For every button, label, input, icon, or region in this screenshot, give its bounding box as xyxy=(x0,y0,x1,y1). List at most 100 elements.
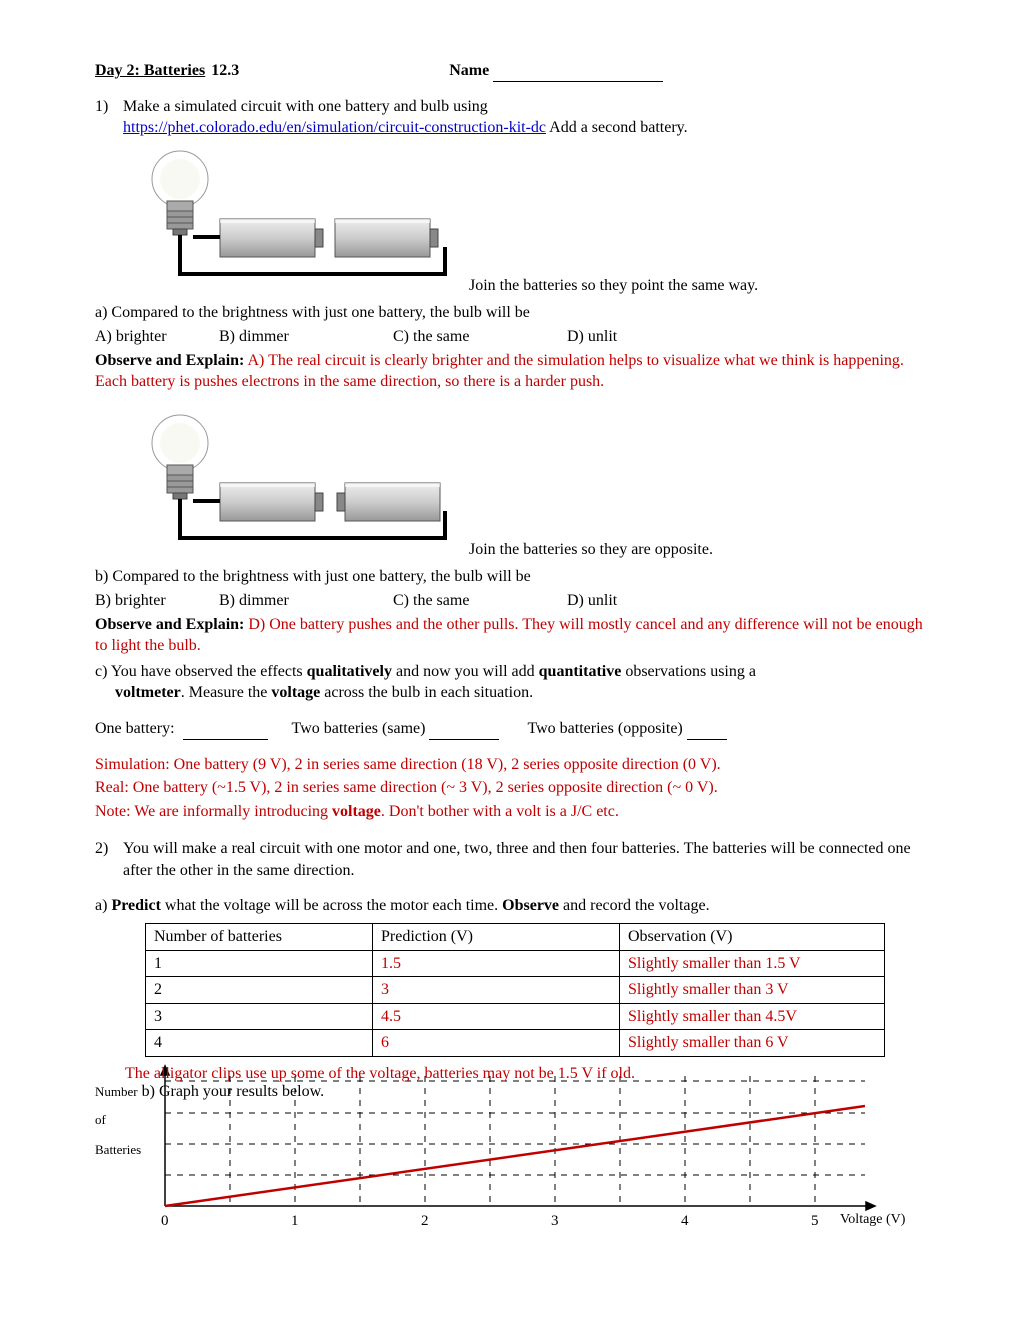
q1c-t5: across the bulb in each situation. xyxy=(320,684,533,701)
choice-a-brighter: A) brighter xyxy=(95,326,215,348)
cell-n3: 3 xyxy=(146,1003,373,1030)
chart-area: The alligator clips use up some of the v… xyxy=(95,1061,925,1243)
sim-line: Simulation: One battery (9 V), 2 in seri… xyxy=(95,754,925,776)
note-t1: Note: We are informally introducing xyxy=(95,803,332,820)
q2a: a) Predict what the voltage will be acro… xyxy=(95,895,925,917)
q2-number: 2) xyxy=(95,838,123,881)
cell-o4: Slightly smaller than 6 V xyxy=(620,1030,885,1057)
xtick-1: 1 xyxy=(291,1211,299,1231)
ylabel-2: of xyxy=(95,1111,106,1129)
choice-a-same: C) the same xyxy=(393,326,563,348)
choice-b-brighter: B) brighter xyxy=(95,590,215,612)
q1b-question: b) Compared to the brightness with just … xyxy=(95,566,925,588)
ylabel-1: Number b) Graph your results below. xyxy=(95,1081,324,1103)
circuit-a-caption: Join the batteries so they point the sam… xyxy=(469,275,758,297)
header-row: Day 2: Batteries 12.3 Name xyxy=(95,60,925,82)
observe-label-b: Observe and Explain: xyxy=(95,616,244,633)
q2a-t3: and record the voltage. xyxy=(559,897,710,914)
cell-n1: 1 xyxy=(146,950,373,977)
choice-a-unlit: D) unlit xyxy=(567,326,617,348)
xtick-4: 4 xyxy=(681,1211,689,1231)
section-number: 12.3 xyxy=(211,60,239,82)
name-label-text: Name xyxy=(449,62,489,79)
name-blank[interactable] xyxy=(493,81,663,82)
real-line: Real: One battery (~1.5 V), 2 in series … xyxy=(95,777,925,799)
q2a-b1: Predict xyxy=(111,897,160,914)
blank-two-opp[interactable] xyxy=(687,739,727,740)
cell-p3: 4.5 xyxy=(373,1003,620,1030)
table-header-row: Number of batteries Prediction (V) Obser… xyxy=(146,924,885,951)
circuit-a-diagram xyxy=(125,149,455,296)
q1c-t3: observations using a xyxy=(621,663,756,680)
table-row: 2 3 Slightly smaller than 3 V xyxy=(146,977,885,1004)
q1-body: Make a simulated circuit with one batter… xyxy=(123,96,925,139)
page-title: Day 2: Batteries xyxy=(95,60,205,82)
q1c-b2: quantitative xyxy=(539,663,622,680)
ylabel-3: Batteries xyxy=(95,1141,141,1159)
voltage-table: Number of batteries Prediction (V) Obser… xyxy=(145,923,885,1057)
name-label: Name xyxy=(449,60,663,82)
q1c-t4: . Measure the xyxy=(181,684,272,701)
xtick-2: 2 xyxy=(421,1211,429,1231)
circuit-a-row: Join the batteries so they point the sam… xyxy=(95,139,925,301)
table-row: 1 1.5 Slightly smaller than 1.5 V xyxy=(146,950,885,977)
question-1: 1) Make a simulated circuit with one bat… xyxy=(95,96,925,139)
q1c-b1: qualitatively xyxy=(307,663,392,680)
blank-one-battery[interactable] xyxy=(183,739,268,740)
q1-number: 1) xyxy=(95,96,123,139)
measure-two-opp: Two batteries (opposite) xyxy=(527,720,682,737)
choice-b-same: C) the same xyxy=(393,590,563,612)
q1c-t1: c) You have observed the effects xyxy=(95,663,307,680)
q1a-question: a) Compared to the brightness with just … xyxy=(95,302,925,324)
note-line: Note: We are informally introducing volt… xyxy=(95,801,925,823)
q1c: c) You have observed the effects qualita… xyxy=(95,661,925,704)
q1c-t2: and now you will add xyxy=(392,663,539,680)
q2b-label: b) Graph your results below. xyxy=(142,1083,324,1100)
measure-one: One battery: xyxy=(95,720,175,737)
q1b-choices: B) brighter B) dimmer C) the same D) unl… xyxy=(95,590,925,612)
cell-p2: 3 xyxy=(373,977,620,1004)
q2a-t2: what the voltage will be across the moto… xyxy=(161,897,502,914)
cell-o3: Slightly smaller than 4.5V xyxy=(620,1003,885,1030)
blank-two-same[interactable] xyxy=(429,739,499,740)
question-2: 2) You will make a real circuit with one… xyxy=(95,838,925,881)
table-row: 4 6 Slightly smaller than 6 V xyxy=(146,1030,885,1057)
cell-p4: 6 xyxy=(373,1030,620,1057)
cell-p1: 1.5 xyxy=(373,950,620,977)
q1b-observe: Observe and Explain: D) One battery push… xyxy=(95,614,925,657)
xtick-0: 0 xyxy=(161,1211,169,1231)
q1c-measure: One battery: Two batteries (same) Two ba… xyxy=(95,718,925,740)
circuit-b-row: Join the batteries so they are opposite. xyxy=(95,403,925,565)
q2a-t1: a) xyxy=(95,897,111,914)
q1a-choices: A) brighter B) dimmer C) the same D) unl… xyxy=(95,326,925,348)
measure-two-same: Two batteries (same) xyxy=(292,720,426,737)
q1c-b3: voltmeter xyxy=(115,684,181,701)
cell-o1: Slightly smaller than 1.5 V xyxy=(620,950,885,977)
q2b-text: b) Graph your results below. xyxy=(138,1083,324,1100)
table-row: 3 4.5 Slightly smaller than 4.5V xyxy=(146,1003,885,1030)
xlabel: Voltage (V) xyxy=(840,1211,905,1230)
q1-after-link: Add a second battery. xyxy=(546,119,688,136)
xtick-3: 3 xyxy=(551,1211,559,1231)
choice-a-dimmer: B) dimmer xyxy=(219,326,389,348)
q1-intro: Make a simulated circuit with one batter… xyxy=(123,98,488,115)
note-t2: . Don't bother with a volt is a J/C etc. xyxy=(381,803,619,820)
q2-body: You will make a real circuit with one mo… xyxy=(123,838,925,881)
phet-link[interactable]: https://phet.colorado.edu/en/simulation/… xyxy=(123,119,546,136)
q1c-b4: voltage xyxy=(271,684,320,701)
observe-label-a: Observe and Explain: xyxy=(95,352,244,369)
circuit-b-caption: Join the batteries so they are opposite. xyxy=(469,539,713,561)
cell-n2: 2 xyxy=(146,977,373,1004)
cell-o2: Slightly smaller than 3 V xyxy=(620,977,885,1004)
cell-n4: 4 xyxy=(146,1030,373,1057)
choice-b-unlit: D) unlit xyxy=(567,590,617,612)
th-observation: Observation (V) xyxy=(620,924,885,951)
circuit-b-diagram xyxy=(125,413,455,560)
note-b: voltage xyxy=(332,803,381,820)
circuit-opposite-icon xyxy=(125,413,455,553)
circuit-same-icon xyxy=(125,149,455,289)
th-batteries: Number of batteries xyxy=(146,924,373,951)
ylabel-number: Number xyxy=(95,1084,138,1099)
th-prediction: Prediction (V) xyxy=(373,924,620,951)
q1a-observe: Observe and Explain: A) The real circuit… xyxy=(95,350,925,393)
